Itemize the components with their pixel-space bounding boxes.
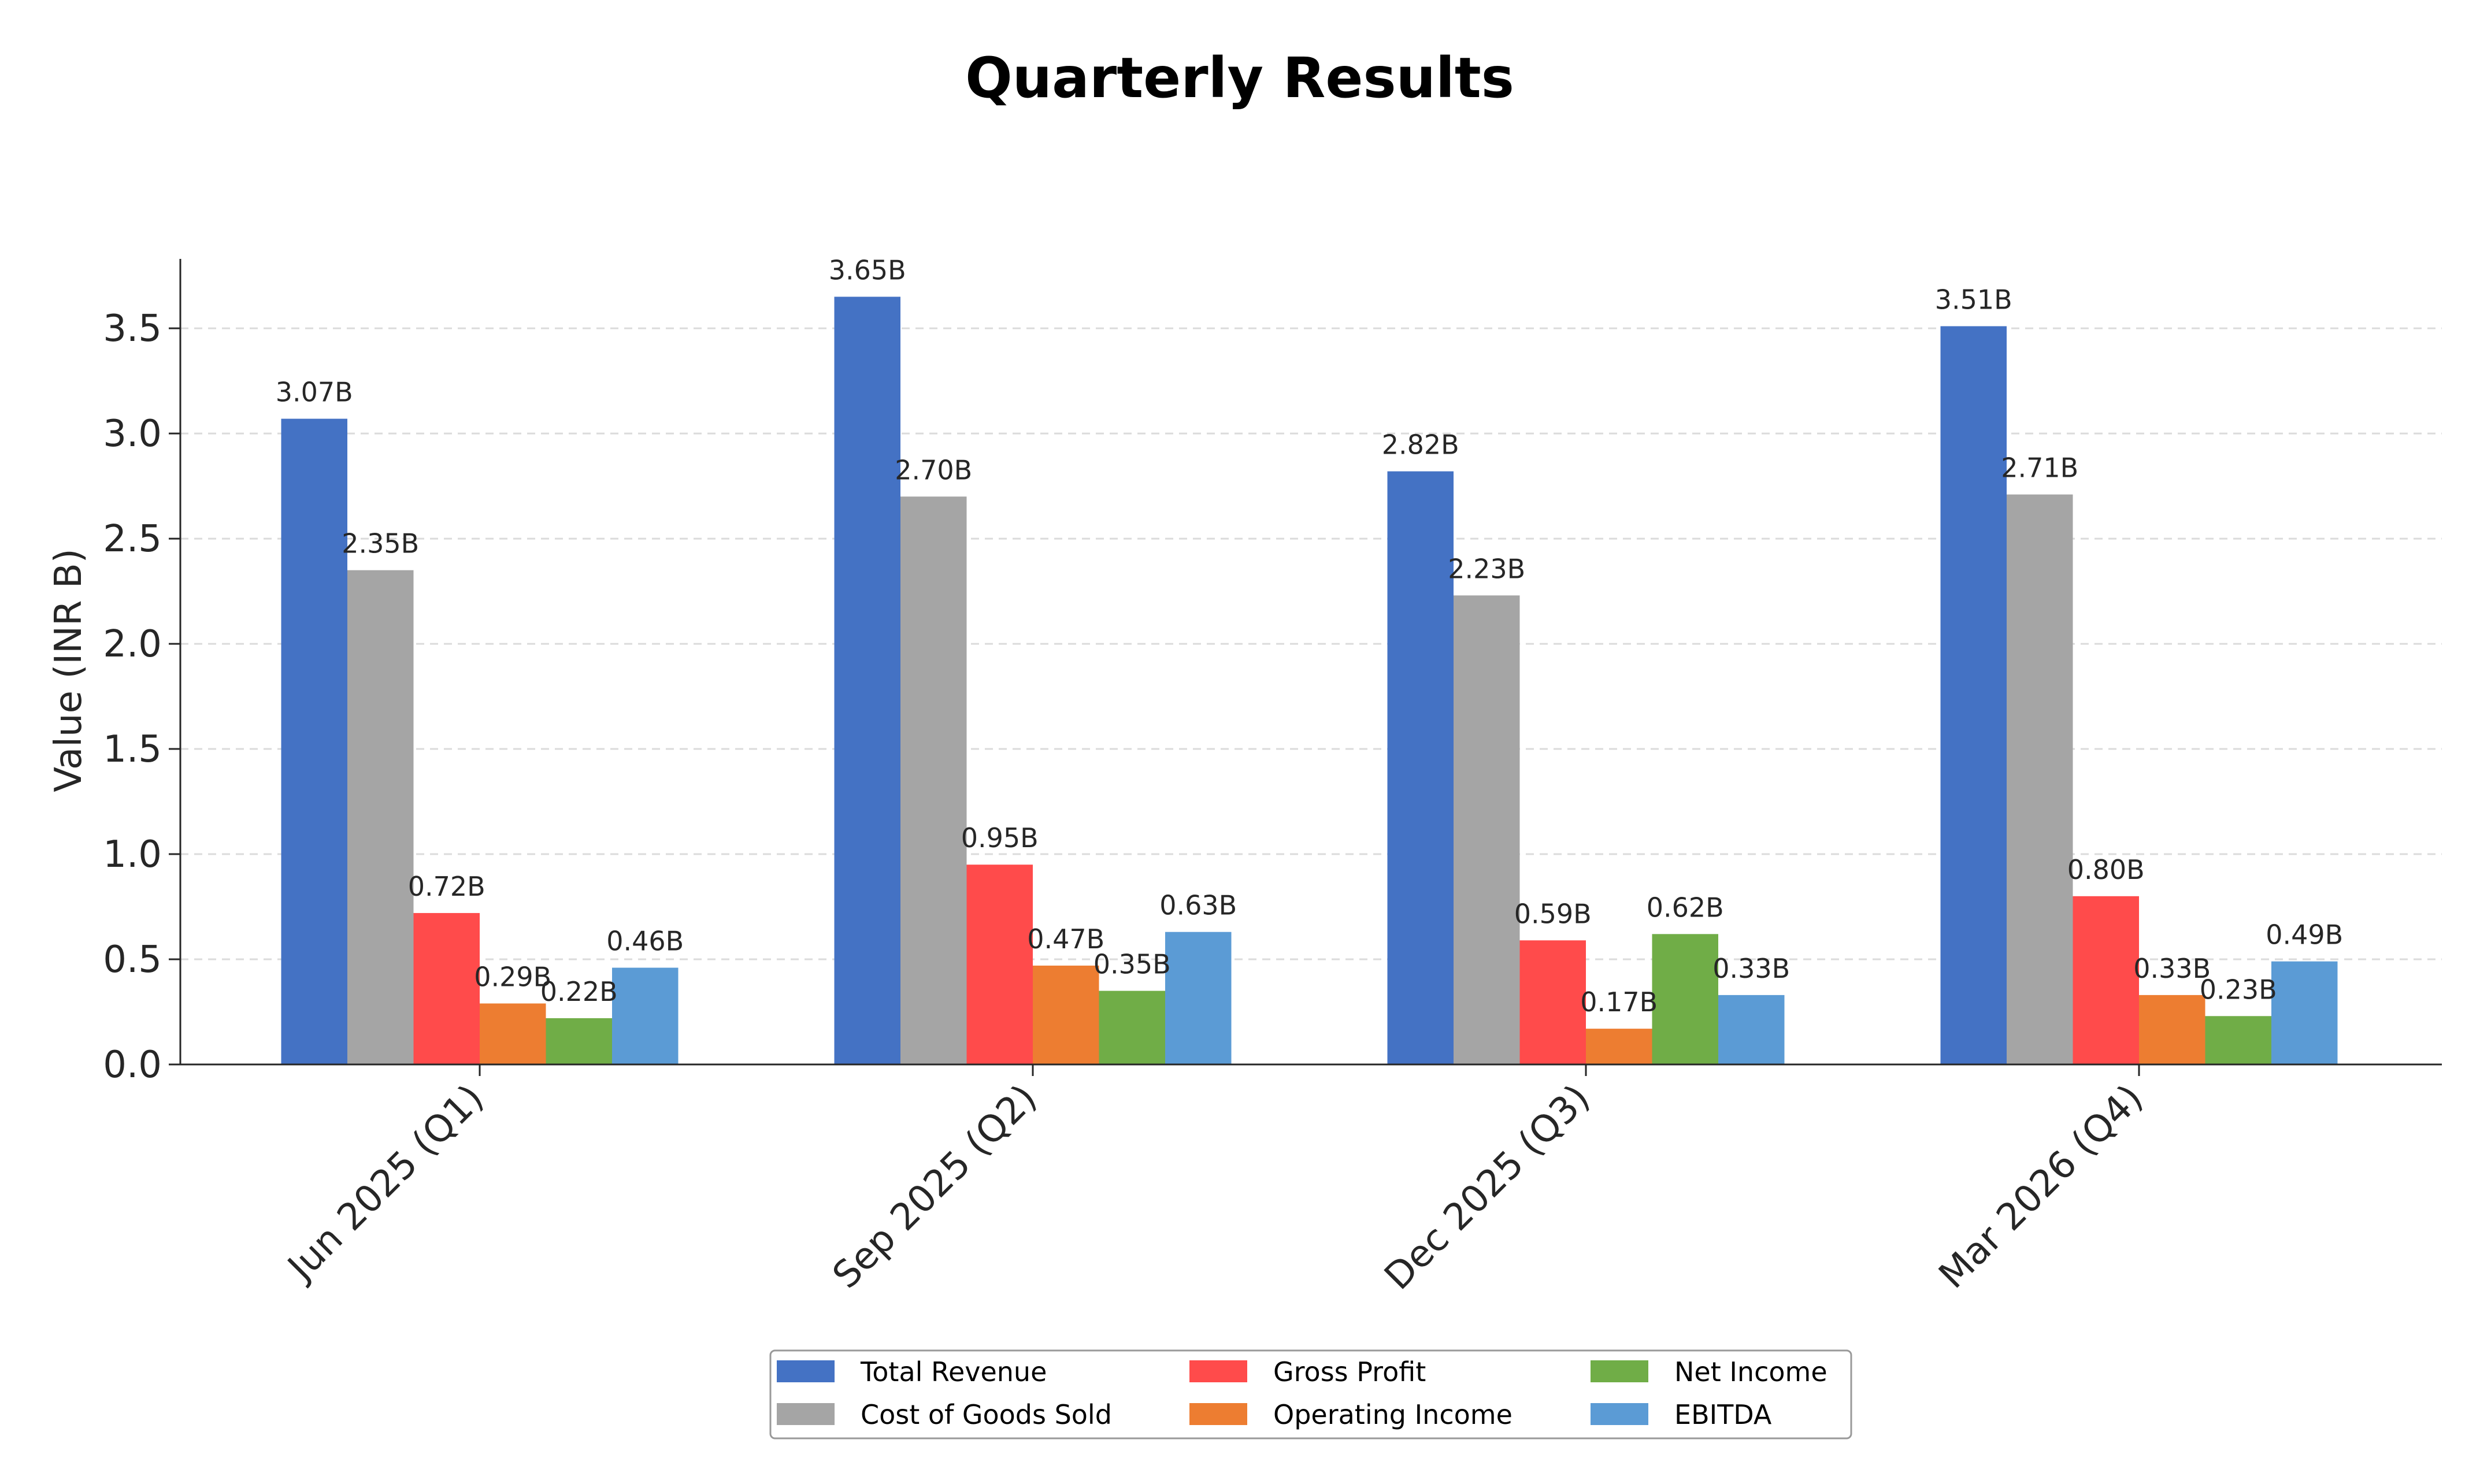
- y-tick-label: 3.0: [103, 413, 162, 455]
- bar: [480, 1003, 546, 1064]
- bar: [2007, 494, 2073, 1064]
- legend-label: Gross Profit: [1273, 1356, 1426, 1387]
- data-label: 0.22B: [540, 976, 618, 1007]
- data-label: 3.65B: [829, 255, 906, 286]
- data-label: 0.35B: [1093, 949, 1171, 980]
- data-label: 2.82B: [1382, 429, 1459, 461]
- data-label: 2.35B: [342, 528, 419, 559]
- bar: [612, 967, 679, 1064]
- data-label: 0.33B: [1712, 953, 1790, 984]
- bar: [2073, 896, 2139, 1064]
- bar: [281, 418, 347, 1064]
- bar: [2139, 995, 2205, 1064]
- bar: [347, 570, 414, 1064]
- x-ticks: Jun 2025 (Q1) Sep 2025 (Q2) Dec 2025 (Q3) M…: [279, 1064, 2151, 1298]
- bar: [413, 912, 480, 1064]
- legend-swatch: [1591, 1360, 1648, 1382]
- bar: [1099, 990, 1165, 1064]
- data-label: 0.33B: [2133, 953, 2211, 984]
- data-label: 2.23B: [1448, 553, 1525, 584]
- bar: [2205, 1016, 2271, 1064]
- data-label: 0.59B: [1514, 898, 1592, 929]
- legend-label: EBITDA: [1674, 1399, 1772, 1430]
- legend-box: [769, 1349, 1852, 1440]
- y-tick-label: 1.0: [103, 833, 162, 876]
- x-tick-label: Sep 2025 (Q2): [825, 1077, 1045, 1297]
- x-tick-label: Mar 2026 (Q4): [1931, 1077, 2151, 1297]
- bars: [281, 296, 2338, 1064]
- legend-label: Cost of Goods Sold: [861, 1399, 1112, 1430]
- axes: [179, 259, 2442, 1066]
- legend-swatch: [777, 1360, 835, 1382]
- y-tick-label: 1.5: [103, 728, 162, 771]
- bar: [1165, 932, 1232, 1064]
- data-label: 0.80B: [2067, 854, 2145, 885]
- legend-swatch: [1189, 1403, 1247, 1425]
- data-label: 3.07B: [276, 377, 353, 408]
- x-tick-label: Jun 2025 (Q1): [279, 1077, 492, 1290]
- legend-label: Net Income: [1674, 1356, 1827, 1387]
- legend-label: Operating Income: [1273, 1399, 1513, 1430]
- data-label: 0.72B: [408, 871, 485, 902]
- y-ticks: 0.0 0.5 1.0 1.5 2.0 2.5 3.0 3.5: [103, 307, 180, 1086]
- bar: [2271, 961, 2338, 1064]
- y-tick-label: 2.5: [103, 518, 162, 561]
- x-tick-label: Dec 2025 (Q3): [1377, 1077, 1599, 1298]
- bar: [1652, 934, 1718, 1064]
- data-label: 0.23B: [2200, 974, 2277, 1005]
- bar: [1940, 326, 2007, 1064]
- legend: Total Revenue Cost of Goods Sold Gross Pro…: [769, 1349, 1852, 1440]
- legend-swatch: [1189, 1360, 1247, 1382]
- y-axis-label: Value (INR B): [47, 548, 90, 792]
- bar: [1519, 940, 1586, 1064]
- bar: [900, 496, 967, 1064]
- bar: [834, 296, 900, 1064]
- y-tick-label: 0.5: [103, 938, 162, 981]
- data-label: 3.51B: [1935, 284, 2012, 315]
- data-label: 0.46B: [606, 926, 684, 957]
- legend-label: Total Revenue: [860, 1356, 1047, 1387]
- chart-title: Quarterly Results: [965, 46, 1514, 110]
- y-tick-label: 0.0: [103, 1044, 162, 1086]
- bar: [546, 1018, 612, 1064]
- bar: [1718, 995, 1785, 1064]
- data-label: 0.17B: [1580, 986, 1658, 1018]
- legend-swatch: [777, 1403, 835, 1425]
- legend-swatch: [1591, 1403, 1648, 1425]
- data-label: 0.47B: [1027, 923, 1104, 955]
- data-label: 0.49B: [2266, 919, 2343, 951]
- bar: [966, 865, 1033, 1064]
- grid-lines: [180, 327, 2442, 960]
- y-tick-label: 3.5: [103, 307, 162, 350]
- data-label: 0.63B: [1159, 890, 1237, 921]
- y-tick-label: 2.0: [103, 623, 162, 666]
- bar: [1387, 471, 1454, 1064]
- data-label: 2.70B: [895, 454, 972, 485]
- bar: [1586, 1029, 1652, 1064]
- data-label: 0.95B: [961, 822, 1039, 854]
- bar: [1454, 595, 1520, 1064]
- bar: [1033, 965, 1099, 1064]
- data-label: 2.71B: [2001, 452, 2078, 484]
- data-label: 0.62B: [1647, 892, 1724, 923]
- data-label: 0.29B: [474, 961, 551, 992]
